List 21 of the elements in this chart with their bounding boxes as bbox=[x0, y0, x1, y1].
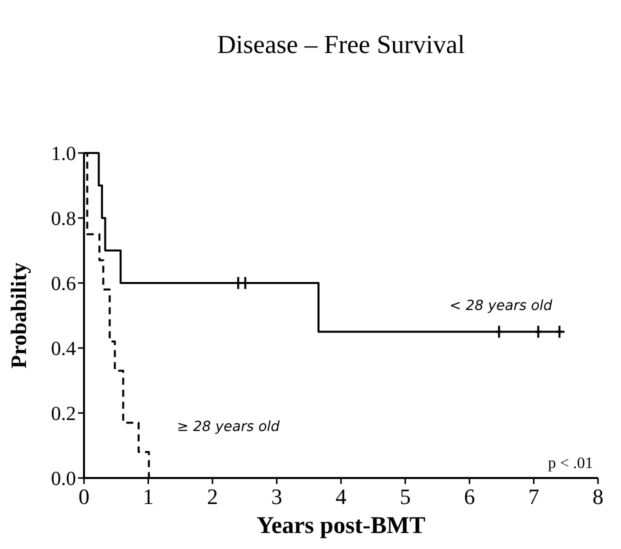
x-tick-label: 3 bbox=[271, 484, 282, 509]
y-tick-label: 0.6 bbox=[51, 273, 76, 295]
x-tick-label: 2 bbox=[207, 484, 218, 509]
x-tick-label: 0 bbox=[78, 484, 90, 509]
y-tick-label: 1.0 bbox=[51, 143, 76, 165]
x-axis-title: Years post-BMT bbox=[256, 513, 426, 539]
y-tick-label: 0.2 bbox=[51, 403, 76, 425]
x-tick-label: 7 bbox=[528, 484, 540, 509]
x-tick-label: 6 bbox=[464, 484, 475, 509]
text: ≥ 28 years old bbox=[176, 418, 280, 435]
y-tick-label: 0.0 bbox=[51, 468, 76, 490]
x-tick-label: 8 bbox=[592, 484, 604, 509]
series-label: < 28 years old bbox=[450, 298, 552, 314]
x-tick-label: 4 bbox=[336, 484, 346, 509]
y-tick-label: 0.4 bbox=[51, 338, 76, 360]
annotation: p < .01 bbox=[548, 455, 593, 472]
x-tick-label: 1 bbox=[142, 484, 154, 509]
y-tick-label: 0.8 bbox=[51, 208, 76, 230]
chart-title: Disease – Free Survival bbox=[217, 30, 465, 59]
y-axis-title: Probability bbox=[6, 262, 31, 368]
x-tick-label: 5 bbox=[400, 484, 411, 509]
